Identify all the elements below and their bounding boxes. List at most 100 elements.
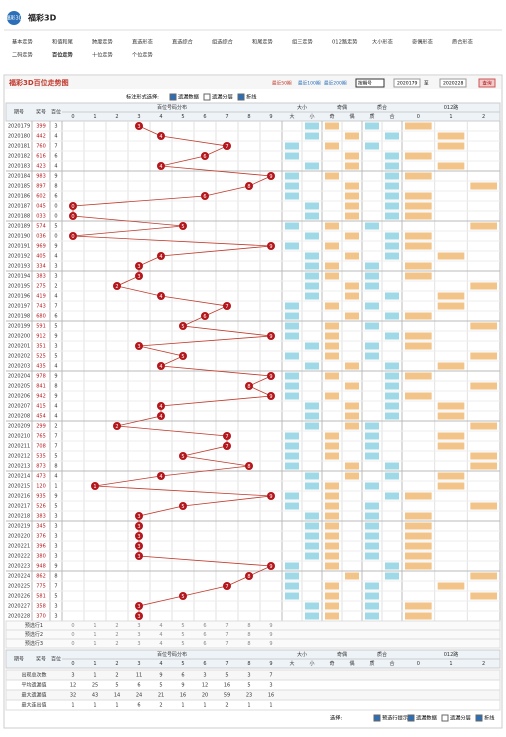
range-link[interactable]: 最近50期 [272, 80, 292, 87]
digit-cell: 3 [54, 124, 57, 130]
nav-link[interactable]: 012路走势 [332, 38, 357, 46]
state-mark [385, 362, 399, 370]
from-input[interactable] [393, 78, 421, 88]
ball-text: 4 [159, 254, 162, 260]
nav-link[interactable]: 十位走势 [92, 51, 113, 59]
head-cell: 3 [137, 114, 140, 120]
state-mark [405, 212, 432, 220]
head-cell: 2 [482, 661, 485, 667]
query-button[interactable] [478, 78, 496, 88]
stat-value: 3 [269, 683, 272, 689]
checkbox[interactable] [373, 714, 381, 722]
range-link[interactable]: 最近200期 [324, 80, 347, 87]
head-cell: 奖号 [36, 109, 46, 116]
number-cell: 978 [36, 374, 46, 380]
head-cell: 期号 [14, 110, 24, 116]
state-mark [285, 192, 299, 200]
nav-link[interactable]: 组三走势 [292, 38, 313, 46]
head-cell: 质合 [377, 651, 387, 658]
number-cell: 405 [36, 254, 46, 260]
state-mark [325, 522, 339, 530]
state-mark [470, 182, 498, 190]
state-mark [405, 192, 432, 200]
head-cell: 偶 [349, 113, 354, 120]
nav-link[interactable]: 直选综合 [172, 38, 194, 46]
digit-ball [69, 212, 77, 220]
state-mark [345, 312, 359, 320]
stat-row [5, 699, 501, 711]
nav-link[interactable]: 奇偶形态 [412, 38, 433, 46]
head-cell: 4 [159, 661, 162, 667]
state-mark [285, 182, 299, 190]
nav-link[interactable]: 跨度走势 [92, 38, 113, 46]
checkbox[interactable] [475, 714, 483, 722]
head-cell: 012路 [444, 104, 459, 111]
preset-row [5, 638, 501, 649]
select-box[interactable] [355, 78, 385, 88]
nav-link[interactable]: 大小形态 [372, 38, 393, 46]
number-cell: 473 [36, 474, 46, 480]
stat-value: 3 [203, 673, 206, 679]
head-cell: 奖号 [36, 656, 46, 663]
digit-cell: 3 [54, 264, 57, 270]
period-cell: 2020225 [8, 584, 30, 590]
checkbox[interactable] [203, 93, 211, 101]
state-mark [285, 322, 299, 330]
checkbox[interactable] [237, 93, 245, 101]
head-cell: 9 [269, 661, 272, 667]
state-mark [385, 402, 399, 410]
digit-cell: 1 [54, 484, 57, 490]
digit-cell: 2 [54, 424, 57, 430]
state-mark [325, 432, 339, 440]
preset-cell: 3 [137, 623, 140, 629]
nav-link[interactable]: 直选形态 [132, 38, 153, 46]
head-cell: 大小 [297, 651, 307, 658]
number-cell: 935 [36, 494, 46, 500]
ball-text: 8 [247, 464, 250, 470]
number-cell: 334 [36, 264, 46, 270]
to-input[interactable] [439, 78, 467, 88]
nav-link[interactable]: 百位走势 [52, 51, 74, 59]
state-mark [285, 312, 299, 320]
state-mark [437, 412, 465, 420]
nav-link[interactable]: 二码走势 [12, 51, 33, 59]
digit-ball [223, 432, 231, 440]
period-cell: 2020192 [8, 254, 30, 260]
number-cell: 760 [36, 144, 46, 150]
checkbox[interactable] [407, 714, 415, 722]
head-cell: 2 [482, 114, 485, 120]
checkbox[interactable] [441, 714, 449, 722]
digit-ball [245, 462, 253, 470]
checkbox[interactable] [169, 93, 177, 101]
state-mark [405, 532, 432, 540]
nav-link[interactable]: 和值和尾 [52, 38, 73, 46]
stat-value: 23 [246, 693, 252, 699]
head-cell: 6 [203, 661, 206, 667]
period-cell: 2020212 [8, 454, 30, 460]
range-link[interactable]: 最近100期 [298, 80, 321, 87]
state-mark [365, 552, 379, 560]
nav-link[interactable]: 组选综合 [212, 38, 234, 46]
digit-ball [135, 612, 143, 620]
preset-cell: 3 [137, 641, 140, 647]
nav-link[interactable]: 个位走势 [132, 51, 153, 59]
nav-link[interactable]: 和尾走势 [252, 38, 273, 46]
state-mark [365, 592, 379, 600]
state-mark [365, 602, 379, 610]
state-mark [285, 352, 299, 360]
head-cell: 奇 [329, 660, 334, 667]
number-cell: 045 [36, 204, 46, 210]
digit-ball [157, 402, 165, 410]
nav-link[interactable]: 基本走势 [12, 38, 33, 46]
stat-value: 1 [93, 703, 96, 709]
period-cell: 2020188 [8, 214, 30, 220]
digit-ball [135, 532, 143, 540]
state-mark [437, 472, 465, 480]
ball-text: 9 [269, 244, 272, 250]
number-cell: 765 [36, 434, 46, 440]
nav-link[interactable]: 质合形态 [452, 38, 473, 46]
preset-cell: 6 [203, 632, 206, 638]
preset-row [5, 620, 501, 631]
head-cell: 奇偶 [337, 651, 347, 658]
